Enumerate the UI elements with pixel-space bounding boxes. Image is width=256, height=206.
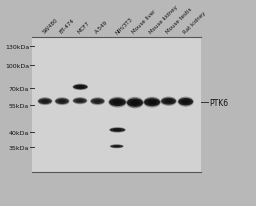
Ellipse shape bbox=[41, 100, 49, 103]
Ellipse shape bbox=[58, 100, 66, 103]
Ellipse shape bbox=[73, 99, 87, 104]
Bar bbox=[32, 38, 201, 172]
Ellipse shape bbox=[109, 99, 126, 107]
Ellipse shape bbox=[110, 128, 125, 132]
Ellipse shape bbox=[178, 97, 194, 107]
Text: 100kDa: 100kDa bbox=[5, 64, 29, 69]
Ellipse shape bbox=[112, 100, 122, 105]
Ellipse shape bbox=[72, 98, 87, 105]
Ellipse shape bbox=[113, 129, 122, 131]
Ellipse shape bbox=[38, 99, 52, 105]
Text: MCF7: MCF7 bbox=[77, 21, 91, 35]
Ellipse shape bbox=[72, 84, 88, 91]
Ellipse shape bbox=[38, 98, 52, 106]
Text: NIH/3T3: NIH/3T3 bbox=[114, 16, 133, 35]
Text: Rat kidney: Rat kidney bbox=[182, 11, 206, 35]
Ellipse shape bbox=[113, 146, 121, 147]
Text: PTK6: PTK6 bbox=[209, 98, 229, 107]
Ellipse shape bbox=[181, 100, 190, 104]
Ellipse shape bbox=[55, 99, 69, 105]
Ellipse shape bbox=[110, 145, 124, 149]
Ellipse shape bbox=[90, 98, 105, 106]
Ellipse shape bbox=[55, 98, 69, 106]
Ellipse shape bbox=[178, 98, 193, 106]
Text: A-549: A-549 bbox=[94, 20, 109, 35]
Ellipse shape bbox=[161, 98, 176, 105]
Ellipse shape bbox=[76, 100, 84, 103]
Text: Mouse liver: Mouse liver bbox=[131, 9, 157, 35]
Ellipse shape bbox=[126, 97, 144, 109]
Ellipse shape bbox=[76, 86, 84, 89]
Text: 130kDa: 130kDa bbox=[5, 45, 29, 50]
Ellipse shape bbox=[143, 97, 161, 108]
Text: Mouse kidney: Mouse kidney bbox=[148, 5, 179, 35]
Ellipse shape bbox=[93, 100, 102, 103]
Ellipse shape bbox=[161, 97, 177, 106]
Ellipse shape bbox=[130, 101, 140, 105]
Ellipse shape bbox=[110, 145, 123, 148]
Ellipse shape bbox=[91, 99, 104, 105]
Ellipse shape bbox=[108, 97, 127, 108]
Text: 35kDa: 35kDa bbox=[9, 145, 29, 150]
Ellipse shape bbox=[127, 99, 143, 107]
Ellipse shape bbox=[73, 85, 87, 90]
Text: 40kDa: 40kDa bbox=[9, 130, 29, 135]
Ellipse shape bbox=[144, 99, 160, 107]
Text: BT-474: BT-474 bbox=[59, 18, 76, 35]
Ellipse shape bbox=[147, 100, 157, 105]
Text: SW480: SW480 bbox=[41, 18, 59, 35]
Text: 55kDa: 55kDa bbox=[9, 103, 29, 108]
Ellipse shape bbox=[164, 100, 173, 104]
Text: 70kDa: 70kDa bbox=[9, 86, 29, 91]
Ellipse shape bbox=[109, 128, 126, 133]
Text: Mouse testis: Mouse testis bbox=[165, 7, 193, 35]
